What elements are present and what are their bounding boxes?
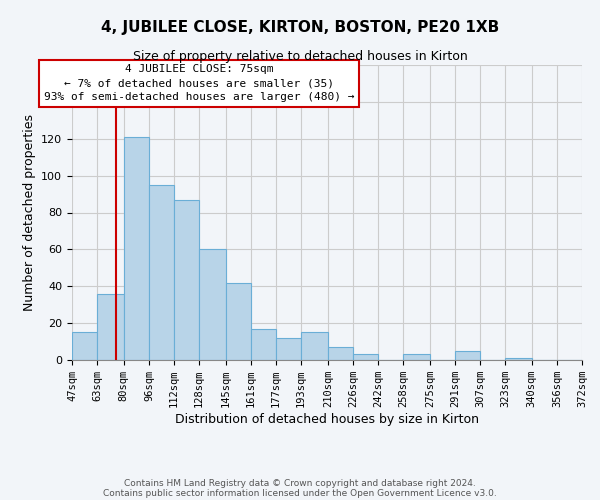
X-axis label: Distribution of detached houses by size in Kirton: Distribution of detached houses by size …	[175, 413, 479, 426]
Text: Size of property relative to detached houses in Kirton: Size of property relative to detached ho…	[133, 50, 467, 63]
Bar	[72, 332, 97, 360]
Bar	[328, 347, 353, 360]
Y-axis label: Number of detached properties: Number of detached properties	[23, 114, 35, 311]
Bar	[403, 354, 430, 360]
Bar	[124, 137, 149, 360]
Bar	[97, 294, 124, 360]
Text: Contains public sector information licensed under the Open Government Licence v3: Contains public sector information licen…	[103, 488, 497, 498]
Bar	[174, 200, 199, 360]
Bar	[455, 351, 480, 360]
Text: Contains HM Land Registry data © Crown copyright and database right 2024.: Contains HM Land Registry data © Crown c…	[124, 478, 476, 488]
Bar	[226, 282, 251, 360]
Text: 4 JUBILEE CLOSE: 75sqm
← 7% of detached houses are smaller (35)
93% of semi-deta: 4 JUBILEE CLOSE: 75sqm ← 7% of detached …	[44, 64, 355, 102]
Bar	[149, 185, 174, 360]
Bar	[251, 328, 276, 360]
Bar	[276, 338, 301, 360]
Text: 4, JUBILEE CLOSE, KIRTON, BOSTON, PE20 1XB: 4, JUBILEE CLOSE, KIRTON, BOSTON, PE20 1…	[101, 20, 499, 35]
Bar	[353, 354, 378, 360]
Bar	[505, 358, 532, 360]
Bar	[301, 332, 328, 360]
Bar	[199, 250, 226, 360]
